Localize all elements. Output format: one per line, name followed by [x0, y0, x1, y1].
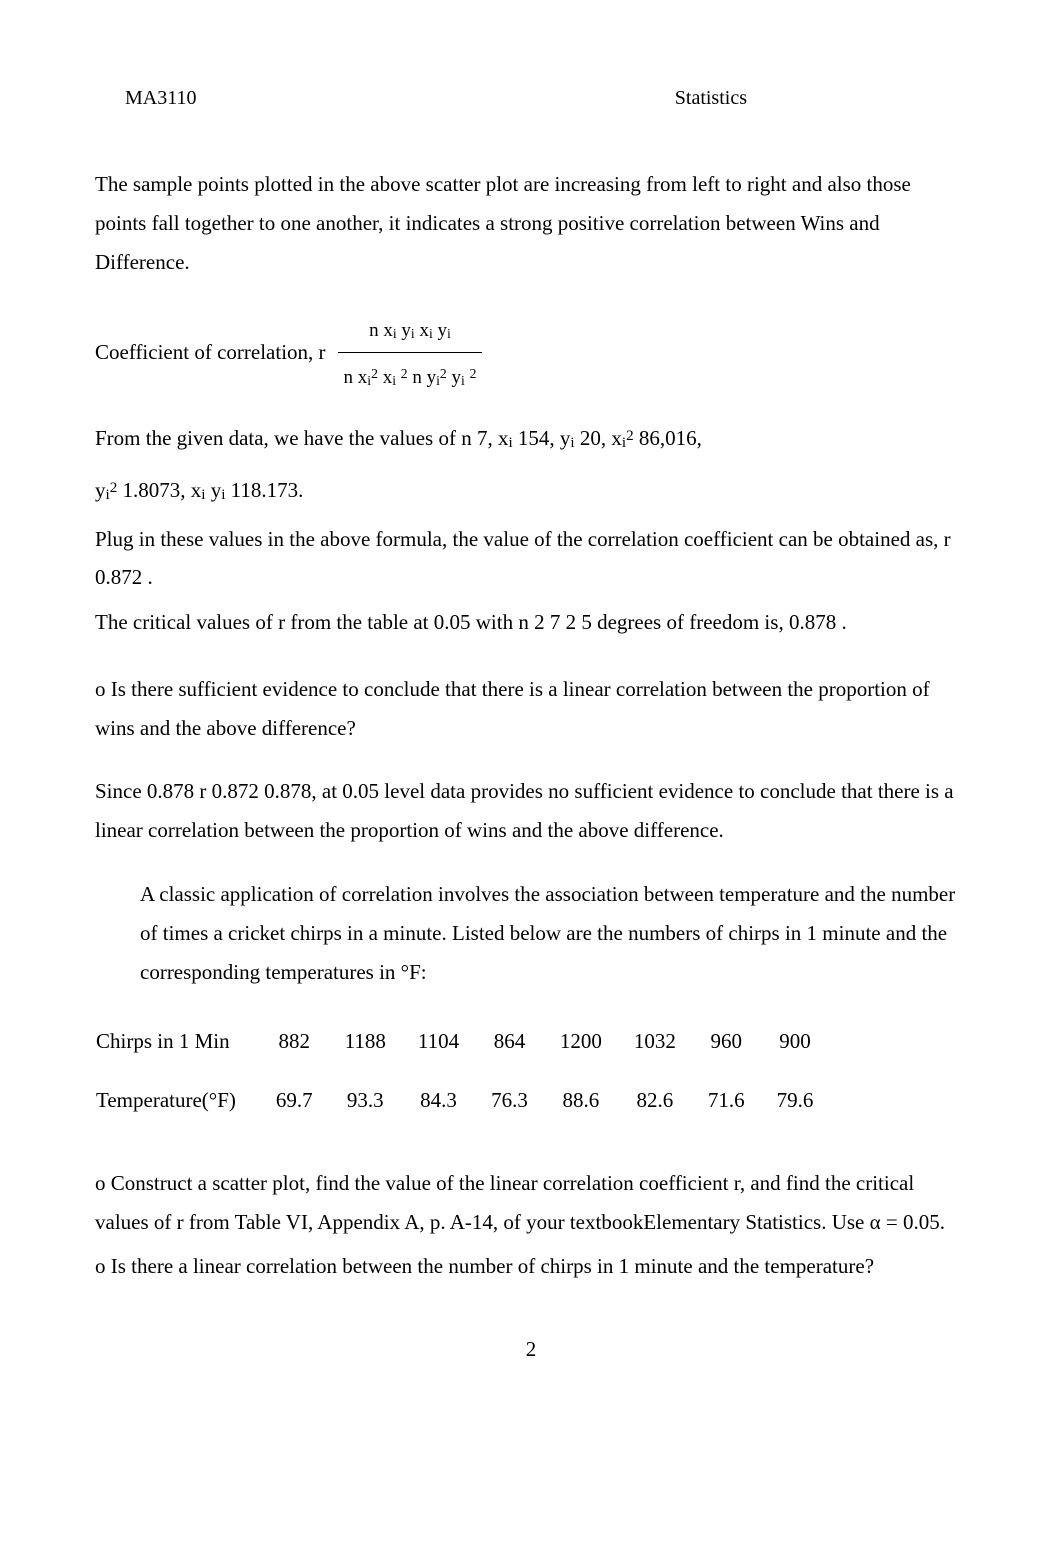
course-code: MA3110	[95, 80, 196, 117]
row-label: Temperature(°F)	[80, 1071, 260, 1130]
cell: 882	[260, 1012, 329, 1071]
page-header: MA3110 Statistics	[95, 80, 967, 117]
cricket-data-table: Chirps in 1 Min 882 1188 1104 864 1200 1…	[80, 1012, 829, 1130]
numerator: n xi yi xi yi	[363, 306, 457, 352]
cell: 93.3	[329, 1071, 402, 1130]
answer-1: Since 0.878 r 0.872 0.878, at 0.05 level…	[95, 772, 967, 850]
cell: 88.6	[544, 1071, 618, 1130]
cell: 900	[761, 1012, 830, 1071]
cell: 960	[692, 1012, 761, 1071]
cell: 1188	[329, 1012, 402, 1071]
cell: 79.6	[761, 1071, 830, 1130]
cell: 1200	[544, 1012, 618, 1071]
correlation-formula: Coefficient of correlation, r n xi yi xi…	[95, 306, 967, 400]
given-values-line2: yi2 1.8073, xi yi 118.173.	[95, 467, 967, 513]
cell: 76.3	[475, 1071, 544, 1130]
page-number: 2	[95, 1330, 967, 1369]
question-2b: o Is there a linear correlation between …	[95, 1247, 967, 1286]
bullet-item: A classic application of correlation inv…	[95, 875, 967, 992]
bullet-text: A classic application of correlation inv…	[140, 875, 967, 992]
critical-values-text: The critical values of r from the table …	[95, 603, 967, 642]
denominator: n xi2 xi 2 n yi2 yi 2	[338, 352, 483, 399]
cell: 84.3	[402, 1071, 475, 1130]
cell: 864	[475, 1012, 544, 1071]
question-2a: o Construct a scatter plot, find the val…	[95, 1164, 967, 1242]
coef-label: Coefficient of correlation, r	[95, 333, 326, 372]
given-values-line1: From the given data, we have the values …	[95, 415, 967, 461]
given-prefix: From the given data, we have the values …	[95, 426, 498, 450]
subject-title: Statistics	[675, 80, 747, 117]
plug-in-text: Plug in these values in the above formul…	[95, 520, 967, 598]
table-row: Temperature(°F) 69.7 93.3 84.3 76.3 88.6…	[80, 1071, 829, 1130]
cell: 1104	[402, 1012, 475, 1071]
question-1: o Is there sufficient evidence to conclu…	[95, 670, 967, 748]
cell: 1032	[618, 1012, 692, 1071]
fraction: n xi yi xi yi n xi2 xi 2 n yi2 yi 2	[338, 306, 483, 400]
row-label: Chirps in 1 Min	[80, 1012, 260, 1071]
cell: 69.7	[260, 1071, 329, 1130]
cell: 71.6	[692, 1071, 761, 1130]
table-row: Chirps in 1 Min 882 1188 1104 864 1200 1…	[80, 1012, 829, 1071]
bullet-marker	[95, 875, 140, 992]
intro-paragraph: The sample points plotted in the above s…	[95, 165, 967, 282]
cell: 82.6	[618, 1071, 692, 1130]
